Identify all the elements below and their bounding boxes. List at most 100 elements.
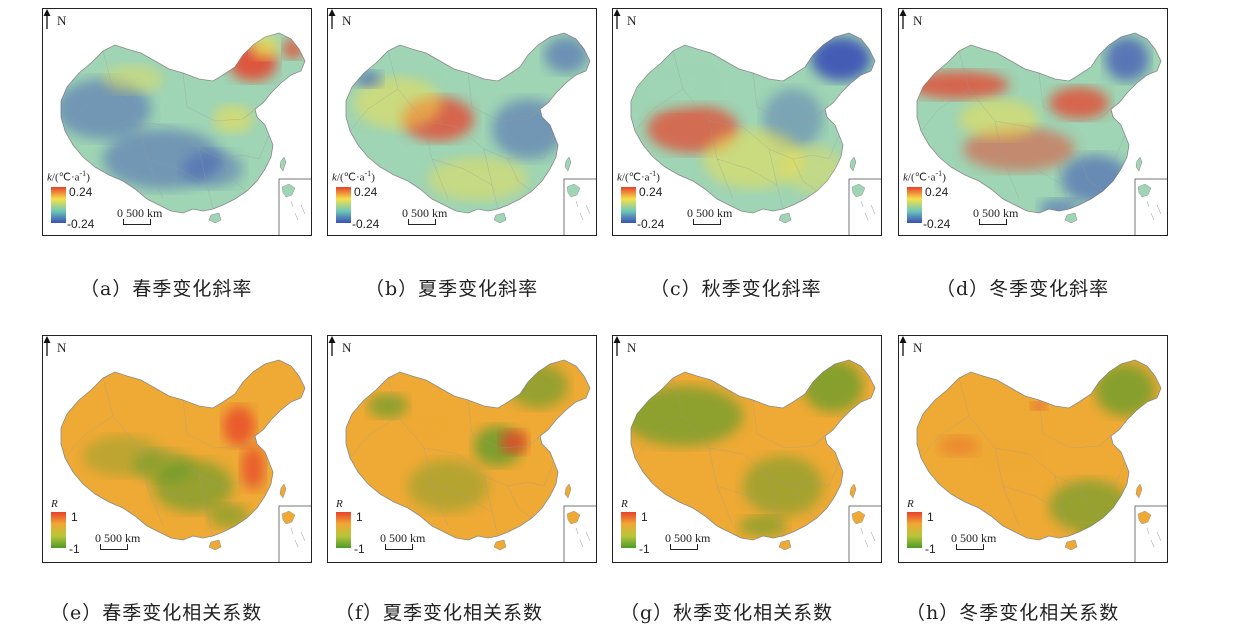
value-patch bbox=[1105, 37, 1149, 81]
scale-bar bbox=[956, 544, 984, 550]
scale-label: 0 500 km bbox=[402, 206, 448, 220]
value-patch bbox=[354, 71, 382, 87]
legend-title: R bbox=[51, 498, 58, 510]
north-arrow-icon bbox=[328, 336, 336, 356]
value-patch bbox=[803, 360, 863, 412]
legend-min: -0.24 bbox=[352, 217, 380, 231]
value-patch bbox=[811, 37, 871, 81]
value-patch bbox=[739, 516, 787, 536]
legend-min: -0.24 bbox=[67, 217, 95, 231]
panel-caption-8: （h）冬季变化相关系数 bbox=[906, 602, 1120, 624]
north-arrow-icon bbox=[43, 9, 51, 29]
scale-label: 0 500 km bbox=[380, 531, 426, 545]
map-panel-1: N k/(℃·a-1) 0.24 -0.24 0 500 km bbox=[42, 8, 312, 236]
value-patch bbox=[1079, 526, 1119, 540]
value-patch bbox=[633, 69, 713, 109]
map-panel-4: N k/(℃·a-1) 0.24 -0.24 0 500 km bbox=[898, 8, 1168, 236]
value-patch bbox=[1095, 364, 1155, 416]
value-patch bbox=[83, 436, 163, 476]
map-panel-7: N R 1 -1 0 500 km bbox=[612, 335, 882, 563]
panel-caption-7: （g）秋季变化相关系数 bbox=[620, 602, 834, 624]
map-panel-2: N k/(℃·a-1) 0.24 -0.24 0 500 km bbox=[327, 8, 597, 236]
china-map bbox=[60, 32, 311, 235]
legend-max: 1 bbox=[71, 510, 78, 524]
scale-label: 0 500 km bbox=[973, 206, 1019, 220]
north-label: N bbox=[57, 340, 67, 355]
map-panel-5: N R 1 -1 0 500 km bbox=[42, 335, 312, 563]
north-label: N bbox=[913, 13, 923, 28]
value-patch bbox=[428, 157, 528, 201]
china-map bbox=[916, 359, 1167, 562]
panel-caption-2: （b）夏季变化斜率 bbox=[365, 278, 539, 300]
value-patch bbox=[743, 456, 823, 516]
scale-bar bbox=[979, 219, 1007, 225]
legend-title: R bbox=[621, 498, 628, 510]
map-panel-8: N R 1 -1 0 500 km bbox=[898, 335, 1168, 563]
value-patch bbox=[223, 406, 255, 446]
panel-caption-1: （a）春季变化斜率 bbox=[80, 278, 253, 300]
scale-label: 0 500 km bbox=[117, 206, 163, 220]
legend-title: k/(℃·a-1) bbox=[332, 169, 375, 184]
scale-bar bbox=[385, 544, 413, 550]
legend-min: -0.24 bbox=[637, 217, 665, 231]
scale-label: 0 500 km bbox=[95, 531, 141, 545]
north-label: N bbox=[913, 340, 923, 355]
legend-color-bar bbox=[51, 187, 66, 223]
scale-label: 0 500 km bbox=[687, 206, 733, 220]
value-patch bbox=[783, 145, 843, 193]
legend-color-bar bbox=[621, 512, 636, 548]
value-patch bbox=[508, 364, 568, 408]
south-china-sea-inset bbox=[848, 178, 881, 235]
south-china-sea-inset bbox=[563, 178, 596, 235]
legend-max: 1 bbox=[356, 510, 363, 524]
scale-bar bbox=[408, 219, 436, 225]
legend-min: -1 bbox=[639, 542, 650, 556]
south-china-sea-inset bbox=[1134, 505, 1167, 562]
value-patch bbox=[959, 99, 1039, 139]
china-map bbox=[60, 359, 311, 562]
map-panel-3: N k/(℃·a-1) 0.24 -0.24 0 500 km bbox=[612, 8, 882, 236]
value-patch bbox=[241, 446, 265, 490]
value-patch bbox=[1039, 199, 1079, 213]
legend-min: -1 bbox=[69, 542, 80, 556]
panel-caption-3: （c）秋季变化斜率 bbox=[650, 278, 822, 300]
value-patch bbox=[251, 35, 279, 59]
legend-color-bar bbox=[51, 512, 66, 548]
value-patch bbox=[1049, 87, 1109, 119]
legend-max: 1 bbox=[927, 510, 934, 524]
legend-title: R bbox=[907, 498, 914, 510]
scale-bar bbox=[670, 544, 698, 550]
south-china-sea-inset bbox=[278, 505, 311, 562]
value-patch bbox=[703, 129, 803, 189]
value-patch bbox=[408, 460, 488, 512]
value-patch bbox=[1049, 480, 1129, 532]
legend-min: -0.24 bbox=[923, 217, 951, 231]
legend-max: 0.24 bbox=[925, 185, 949, 199]
legend-max: 1 bbox=[641, 510, 648, 524]
legend-color-bar bbox=[907, 512, 922, 548]
value-patch bbox=[500, 430, 528, 454]
china-map bbox=[630, 32, 881, 235]
map-panel-6: N R 1 -1 0 500 km bbox=[327, 335, 597, 563]
north-label: N bbox=[627, 13, 637, 28]
value-patch bbox=[979, 442, 1039, 470]
china-map bbox=[916, 32, 1167, 235]
north-label: N bbox=[342, 13, 352, 28]
panel-caption-6: （f）夏季变化相关系数 bbox=[335, 602, 544, 624]
value-patch bbox=[209, 504, 249, 528]
scale-label: 0 500 km bbox=[951, 531, 997, 545]
north-arrow-icon bbox=[899, 336, 907, 356]
legend-color-bar bbox=[907, 187, 922, 223]
value-patch bbox=[939, 436, 979, 456]
china-map bbox=[630, 359, 881, 562]
legend-max: 0.24 bbox=[69, 185, 93, 199]
south-china-sea-inset bbox=[278, 178, 311, 235]
value-patch bbox=[492, 99, 564, 159]
scale-bar bbox=[693, 219, 721, 225]
value-patch bbox=[544, 37, 588, 73]
north-label: N bbox=[627, 340, 637, 355]
north-arrow-icon bbox=[613, 9, 621, 29]
legend-title: R bbox=[336, 498, 343, 510]
china-map bbox=[345, 359, 596, 562]
legend-color-bar bbox=[336, 187, 351, 223]
